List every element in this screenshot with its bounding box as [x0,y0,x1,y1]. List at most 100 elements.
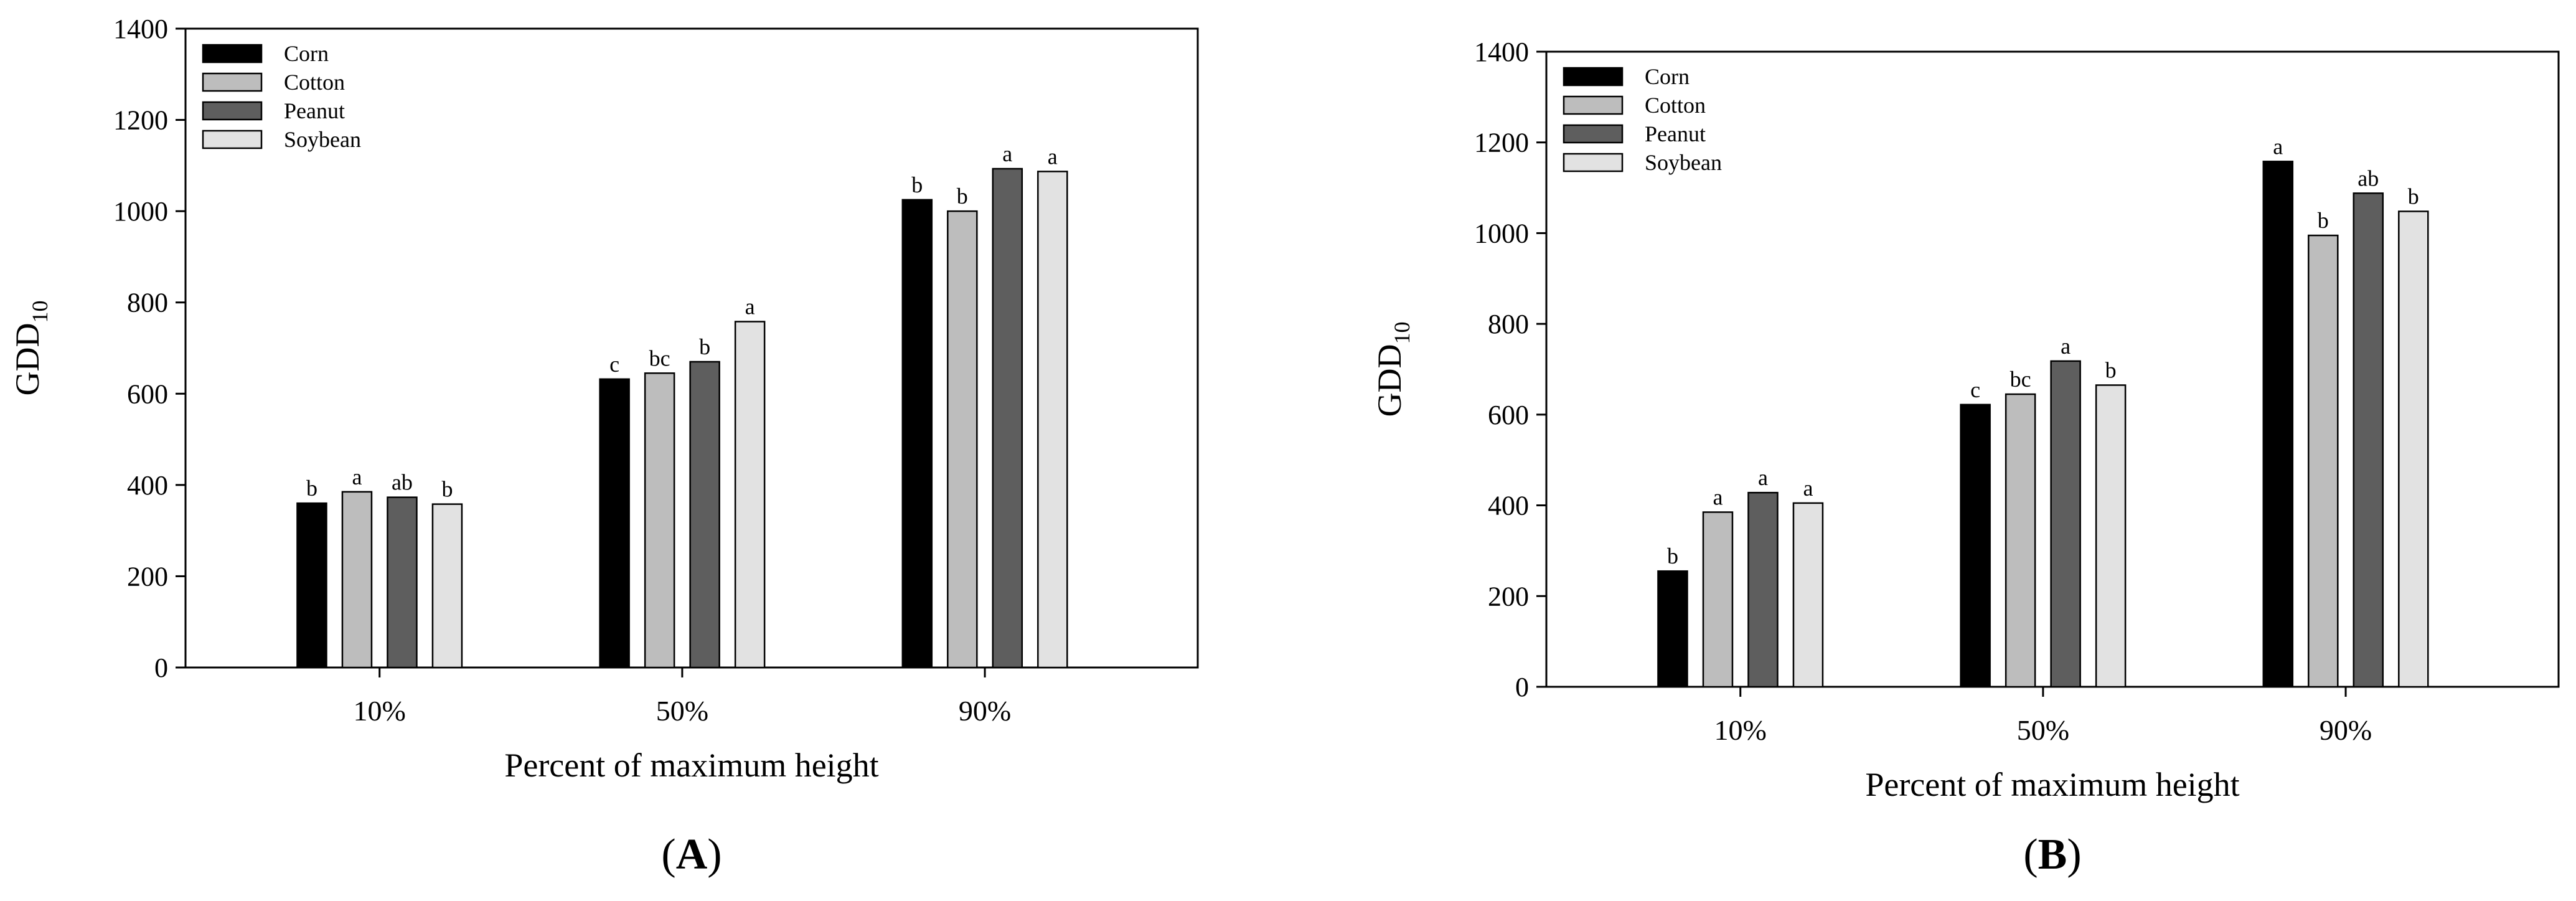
significance-letter: a [1048,144,1058,169]
significance-letter: b [2408,184,2419,209]
panel-label-open-paren: ( [2023,831,2038,879]
x-category-label: 50% [2017,714,2069,746]
x-axis-title: Percent of maximum height [504,747,878,784]
legend-swatch-soybean [202,130,263,149]
x-category-label: 10% [354,695,406,727]
y-axis-title-subscript: 10 [1389,322,1414,344]
bar-peanut [387,496,418,669]
legend-label: Cotton [284,70,345,95]
legend-swatch-corn [1563,67,1624,87]
y-axis-title: GDD10 [9,301,52,396]
significance-letter: ab [392,470,413,495]
significance-letter: b [306,476,317,501]
significance-letter: ab [2357,166,2379,191]
panel-label: (B) [2023,831,2081,879]
legend-swatch-soybean [1563,153,1624,172]
y-tick-label: 600 [1488,400,1529,430]
significance-letter: a [1713,485,1723,510]
panel-label-letter: B [2038,831,2067,879]
bar-peanut [992,167,1023,669]
bar-corn [2262,161,2294,688]
bar-corn [901,199,933,669]
x-category-label: 90% [959,695,1011,727]
significance-letter: c [1970,377,1980,402]
significance-letter: b [2318,208,2329,233]
significance-letter: bc [2010,367,2031,392]
bar-corn [1657,570,1688,688]
y-tick-label: 1200 [1474,128,1529,158]
y-tick-label: 800 [1488,309,1529,339]
bar-soybean [1037,171,1068,669]
bar-peanut [689,361,720,669]
y-tick-label: 1000 [1474,218,1529,248]
bar-soybean [734,321,766,669]
legend-swatch-cotton [202,72,263,92]
bar-soybean [2398,210,2429,688]
y-tick-label: 200 [127,561,168,592]
panel-label-close-paren: ) [707,831,722,879]
y-tick-label: 1400 [1474,37,1529,67]
legend-label: Soybean [284,127,361,152]
y-tick-label: 400 [127,470,168,501]
significance-letter: a [1758,465,1768,490]
legend-label: Soybean [1645,150,1722,175]
significance-letter: c [609,352,619,377]
significance-letter: a [2273,134,2283,159]
bar-cotton [947,210,978,669]
significance-letter: a [2061,334,2071,359]
legend-swatch-peanut [202,101,263,121]
y-tick-label: 400 [1488,491,1529,521]
legend-swatch-corn [202,44,263,64]
significance-letter: b [699,334,710,359]
legend-label: Cotton [1645,93,1706,118]
bar-peanut [2353,192,2384,688]
y-tick-label: 0 [154,653,168,683]
bar-corn [599,378,630,669]
significance-letter: a [745,294,755,319]
panel-label-open-paren: ( [661,831,675,879]
legend-label: Corn [284,41,329,66]
bar-peanut [1747,491,1779,688]
legend-label: Peanut [284,98,345,123]
bar-cotton [644,372,675,669]
y-tick-label: 200 [1488,581,1529,611]
bar-corn [1960,403,1991,688]
bar-soybean [431,503,463,669]
significance-letter: a [352,465,362,489]
legend-swatch-cotton [1563,95,1624,115]
y-axis-title-subscript: 10 [27,301,52,323]
bar-soybean [2095,384,2127,688]
significance-letter: b [1667,544,1678,568]
y-tick-label: 1200 [113,105,168,136]
bar-soybean [1792,502,1824,688]
bar-peanut [2050,360,2081,688]
y-axis-title-main: GDD [9,323,46,396]
panel-label-close-paren: ) [2067,831,2081,879]
y-axis-title-main: GDD [1371,344,1408,417]
y-tick-label: 1000 [113,196,168,227]
significance-letter: b [441,477,453,502]
y-tick-label: 800 [127,288,168,318]
significance-letter: b [2105,358,2117,383]
panel-label-letter: A [676,831,708,879]
significance-letter: b [957,184,968,209]
legend-label: Peanut [1645,121,1706,146]
x-axis-title: Percent of maximum height [1865,766,2239,803]
bar-cotton [2005,393,2036,688]
bar-corn [296,502,327,669]
bar-cotton [341,491,373,669]
bar-cotton [2308,234,2339,688]
panel-label: (A) [661,831,722,879]
y-axis-title: GDD10 [1371,322,1414,417]
x-category-label: 10% [1714,714,1767,746]
legend-label: Corn [1645,64,1690,89]
significance-letter: a [1002,141,1012,166]
significance-letter: bc [649,346,670,370]
y-tick-label: 1400 [113,14,168,44]
x-category-label: 50% [656,695,708,727]
y-tick-label: 600 [127,379,168,409]
x-category-label: 90% [2320,714,2372,746]
